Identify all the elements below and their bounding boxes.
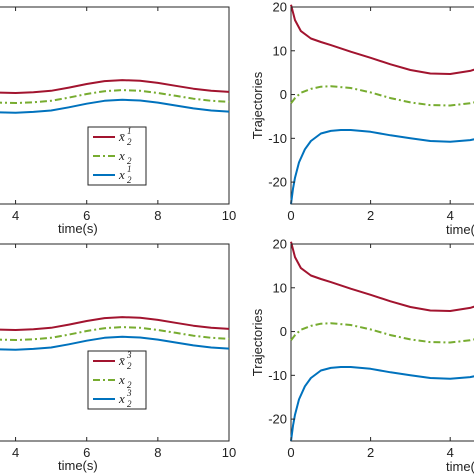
series-line-1 (0, 79, 230, 94)
x-axis-label: time(s) (446, 222, 474, 237)
x-tick-label: 6 (83, 208, 90, 223)
x-axis-label: time(s) (58, 221, 98, 236)
series-line-1 (290, 241, 474, 312)
y-tick-label: 0 (280, 87, 287, 102)
x-axis-label: time(s) (58, 458, 98, 473)
series-line-2 (290, 85, 474, 107)
y-axis-label: Trajectories (250, 308, 265, 376)
y-tick-label: -20 (268, 175, 287, 190)
y-tick-label: 0 (280, 324, 287, 339)
x-tick-label: 10 (222, 208, 236, 223)
series-line-2 (0, 326, 230, 341)
series-line-2 (0, 89, 230, 104)
series-line-3 (0, 98, 230, 114)
legend-subscript: 2 (127, 380, 132, 390)
plot-frame (290, 243, 474, 442)
x-tick-label: 0 (287, 208, 294, 223)
legend-symbol: x (118, 167, 125, 182)
x-tick-label: 8 (154, 208, 161, 223)
series-line-1 (0, 316, 230, 331)
series-line-2 (290, 322, 474, 344)
x-tick-label: 10 (222, 445, 236, 460)
series-line-3 (290, 129, 474, 205)
legend-symbol: x̄ (118, 353, 125, 368)
legend-subscript: 2 (127, 399, 132, 409)
y-tick-label: -20 (268, 412, 287, 427)
panel-tr: 0 2 4 20 10 0 -10 -20 time(s) Trajectories (250, 0, 474, 237)
legend-subscript: 2 (127, 361, 132, 371)
x-tick-label: 0 (287, 445, 294, 460)
legend-superscript: 3 (126, 350, 132, 360)
series-line-3 (0, 335, 230, 351)
legend-symbol: x (118, 391, 125, 406)
legend-superscript: 1 (127, 164, 132, 174)
legend-symbol: x (118, 148, 125, 163)
x-tick-label: 4 (447, 445, 454, 460)
y-tick-label: 10 (273, 280, 287, 295)
x-tick-label: 8 (154, 445, 161, 460)
legend-superscript: 1 (127, 126, 132, 136)
legend: x̄ 32x 2x 32 (87, 350, 147, 410)
plot-frame (290, 6, 474, 205)
legend-subscript: 2 (127, 156, 132, 166)
x-tick-label: 4 (12, 445, 19, 460)
x-tick-label: 2 (367, 445, 374, 460)
y-tick-label: 20 (273, 237, 287, 252)
legend-symbol: x (118, 372, 125, 387)
series-line-3 (290, 366, 474, 442)
series-line-1 (290, 4, 474, 75)
x-tick-label: 2 (367, 208, 374, 223)
legend-subscript: 2 (127, 137, 132, 147)
x-tick-label: 4 (12, 208, 19, 223)
x-tick-label: 6 (83, 445, 90, 460)
legend: x̄ 12x 2x 12 (87, 126, 147, 186)
y-axis-label: Trajectories (250, 71, 265, 139)
x-tick-label: 4 (447, 208, 454, 223)
y-tick-label: 10 (273, 43, 287, 58)
panel-br: 0 2 4 20 10 0 -10 -20 time(s) Trajectories (250, 237, 474, 474)
y-tick-label: -10 (268, 131, 287, 146)
plot-frame (0, 243, 230, 442)
legend-superscript: 3 (126, 388, 132, 398)
legend-subscript: 2 (127, 175, 132, 185)
y-tick-label: -10 (268, 368, 287, 383)
legend-symbol: x̄ (118, 129, 125, 144)
x-axis-label: time(s) (446, 459, 474, 474)
y-tick-label: 20 (273, 0, 287, 15)
